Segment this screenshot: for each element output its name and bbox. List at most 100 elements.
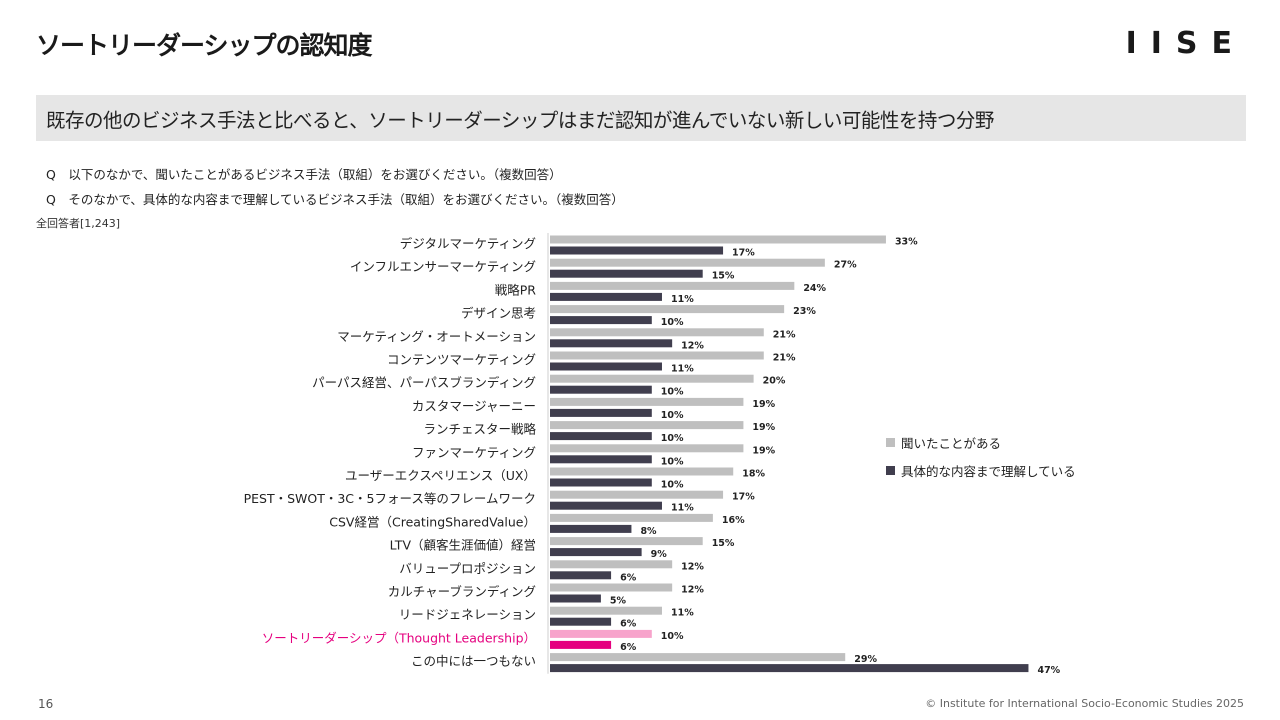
bar-heard (550, 235, 886, 244)
data-label-heard: 19% (752, 399, 775, 410)
category-label: ファンマーケティング (412, 445, 536, 460)
data-label-understand: 10% (661, 387, 684, 398)
category-label: カルチャーブランディング (388, 584, 536, 599)
bar-heard (550, 281, 795, 290)
data-label-understand: 11% (671, 503, 694, 514)
data-label-heard: 19% (752, 422, 775, 433)
data-label-understand: 6% (620, 642, 637, 653)
data-label-heard: 17% (732, 492, 755, 503)
category-label: パーパス経営、パーパスブランディング (312, 375, 536, 390)
category-label: リードジェネレーション (399, 607, 536, 622)
category-label: ユーザーエクスペリエンス（UX） (345, 468, 536, 483)
data-label-heard: 23% (793, 306, 816, 317)
data-label-understand: 10% (661, 410, 684, 421)
legend-label-heard: 聞いたことがある (901, 435, 1002, 451)
bar-heard (550, 351, 764, 360)
data-label-heard: 15% (712, 538, 735, 549)
subtitle-banner: 既存の他のビジネス手法と比べると、ソートリーダーシップはまだ認知が進んでいない新… (36, 95, 1246, 141)
data-label-heard: 21% (773, 353, 796, 364)
data-label-understand: 10% (661, 456, 684, 467)
bar-understand (550, 640, 612, 649)
data-label-heard: 10% (661, 631, 684, 642)
bar-understand (550, 362, 662, 371)
bar-understand (550, 455, 652, 464)
copyright-notice: © Institute for International Socio-Econ… (925, 697, 1244, 710)
data-label-heard: 20% (763, 376, 786, 387)
data-label-heard: 16% (722, 515, 745, 526)
data-label-understand: 11% (671, 294, 694, 305)
category-label: バリュープロポジション (399, 561, 536, 576)
iise-logo: IISE (1125, 26, 1246, 61)
bar-understand (550, 664, 1029, 673)
data-label-heard: 12% (681, 585, 704, 596)
bar-understand (550, 339, 673, 348)
bar-understand (550, 385, 652, 394)
legend-label-understand: 具体的な内容まで理解している (901, 463, 1076, 479)
bar-heard (550, 258, 825, 267)
category-label: デジタルマーケティング (400, 236, 536, 251)
bar-heard (550, 305, 785, 314)
bar-understand (550, 501, 662, 510)
category-label: デザイン思考 (461, 306, 536, 321)
data-label-understand: 9% (651, 549, 668, 560)
bar-understand (550, 269, 703, 278)
chart-legend: 聞いたことがある 具体的な内容まで理解している (886, 433, 1076, 489)
page-number: 16 (38, 697, 54, 711)
data-label-heard: 12% (681, 561, 704, 572)
category-label: インフルエンサーマーケティング (350, 259, 536, 274)
data-label-heard: 21% (773, 329, 796, 340)
bar-heard (550, 513, 713, 522)
category-label: CSV経営（CreatingSharedValue） (329, 514, 536, 529)
slide-title: ソートリーダーシップの認知度 (36, 31, 373, 60)
bar-understand (550, 316, 652, 325)
legend-item-understand: 具体的な内容まで理解している (886, 461, 1076, 479)
bar-understand (550, 246, 724, 255)
bar-heard (550, 490, 724, 499)
data-label-heard: 11% (671, 608, 694, 619)
bar-understand (550, 292, 662, 301)
data-label-understand: 10% (661, 480, 684, 491)
category-label: 戦略PR (495, 282, 537, 297)
bar-heard (550, 537, 703, 546)
data-label-understand: 10% (661, 317, 684, 328)
legend-item-heard: 聞いたことがある (886, 433, 1076, 451)
bar-heard (550, 444, 744, 453)
respondent-base-note: 全回答者[1,243] (36, 217, 121, 230)
bar-understand (550, 594, 601, 603)
bar-heard (550, 467, 734, 476)
bar-understand (550, 524, 632, 533)
data-label-heard: 33% (895, 237, 918, 248)
bar-heard (550, 653, 846, 662)
data-label-understand: 10% (661, 433, 684, 444)
bar-heard (550, 583, 673, 592)
data-label-heard: 19% (752, 445, 775, 456)
bar-understand (550, 432, 652, 441)
data-label-heard: 18% (742, 469, 765, 480)
bar-heard (550, 560, 673, 569)
category-label: この中には一つもない (411, 654, 536, 669)
data-label-understand: 11% (671, 364, 694, 375)
legend-swatch-understand (886, 465, 895, 475)
data-label-heard: 27% (834, 260, 857, 271)
bar-heard (550, 421, 744, 430)
bar-understand (550, 571, 612, 580)
bar-heard (550, 397, 744, 406)
data-label-understand: 12% (681, 340, 704, 351)
data-label-understand: 15% (712, 271, 735, 282)
data-label-understand: 47% (1037, 665, 1060, 676)
data-label-understand: 8% (640, 526, 657, 537)
bar-understand (550, 478, 652, 487)
category-label: ソートリーダーシップ（Thought Leadership） (262, 630, 536, 645)
data-label-heard: 24% (803, 283, 826, 294)
data-label-heard: 29% (854, 654, 877, 665)
legend-swatch-heard (886, 437, 895, 447)
bar-heard (550, 606, 662, 615)
data-label-understand: 6% (620, 619, 637, 630)
bar-understand (550, 408, 652, 417)
data-label-understand: 17% (732, 248, 755, 259)
subtitle-text: 既存の他のビジネス手法と比べると、ソートリーダーシップはまだ認知が進んでいない新… (46, 108, 994, 132)
bar-heard (550, 374, 754, 383)
category-label: LTV（顧客生涯価値）経営 (390, 538, 536, 553)
category-label: カスタマージャーニー (412, 398, 536, 413)
